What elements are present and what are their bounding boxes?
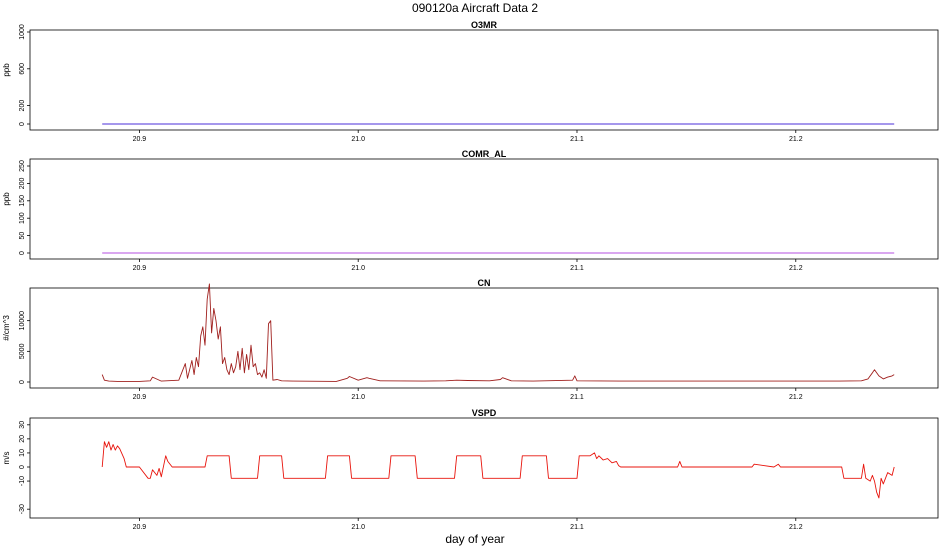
y-tick-label: -30 (19, 504, 26, 514)
x-tick-label: 21.1 (570, 136, 584, 143)
x-tick-label: 20.9 (133, 136, 147, 143)
y-tick-label: 0 (19, 380, 26, 384)
series-line (101, 283, 895, 382)
panel-title: COMR_AL (462, 149, 507, 159)
y-tick-label: 5000 (19, 343, 26, 359)
y-tick-label: 0 (19, 251, 26, 255)
x-tick-label: 21.1 (570, 394, 584, 401)
y-tick-label: 250 (19, 160, 26, 172)
figure-title: 090120a Aircraft Data 2 (412, 1, 538, 15)
x-tick-label: 21.2 (789, 394, 803, 401)
y-tick-label: 1000 (19, 24, 26, 40)
panel-title: VSPD (472, 408, 497, 418)
plot-frame (29, 29, 939, 131)
x-tick-label: 20.9 (133, 394, 147, 401)
y-axis-label: ppb (2, 192, 11, 206)
x-tick-label: 21.2 (789, 136, 803, 143)
plot-frame (29, 158, 939, 260)
y-tick-label: 150 (19, 195, 26, 207)
x-tick-label: 21.0 (351, 524, 365, 531)
plot-frame (29, 417, 939, 519)
panel-title: CN (478, 278, 491, 288)
x-tick-label: 21.1 (570, 265, 584, 272)
x-tick-label: 21.2 (789, 524, 803, 531)
y-tick-label: 10000 (19, 311, 26, 331)
x-tick-label: 21.1 (570, 524, 584, 531)
y-tick-label: 200 (19, 177, 26, 189)
y-tick-label: 20 (19, 435, 26, 443)
plot-frame (29, 287, 939, 389)
y-tick-label: 600 (19, 63, 26, 75)
y-tick-label: 0 (19, 122, 26, 126)
x-tick-label: 21.0 (351, 136, 365, 143)
y-tick-label: -10 (19, 476, 26, 486)
x-axis-label: day of year (445, 532, 504, 546)
y-tick-label: 30 (19, 421, 26, 429)
y-tick-label: 10 (19, 449, 26, 457)
y-axis-label: ppb (2, 63, 11, 77)
x-tick-label: 21.2 (789, 265, 803, 272)
y-tick-label: 100 (19, 212, 26, 224)
x-tick-label: 20.9 (133, 265, 147, 272)
panel-vspd: VSPD m/s 20.9 21.0 21.1 21.2 -30 -10 0 10 20 30 (2, 408, 939, 531)
panel-cn: CN #/cm^3 20.9 21.0 21.1 21.2 0 5000 10000 (2, 278, 939, 401)
y-tick-label: 0 (19, 465, 26, 469)
y-axis-label: m/s (2, 452, 11, 465)
x-tick-label: 21.0 (351, 394, 365, 401)
y-tick-label: 50 (19, 232, 26, 240)
y-axis-label: #/cm^3 (2, 315, 11, 341)
x-tick-label: 21.0 (351, 265, 365, 272)
series-line (101, 441, 895, 499)
x-tick-label: 20.9 (133, 524, 147, 531)
y-tick-label: 200 (19, 100, 26, 112)
panel-title: O3MR (471, 20, 498, 30)
panel-o3mr: O3MR ppb 20.9 21.0 21.1 21.2 0 200 600 1000 (2, 20, 939, 143)
